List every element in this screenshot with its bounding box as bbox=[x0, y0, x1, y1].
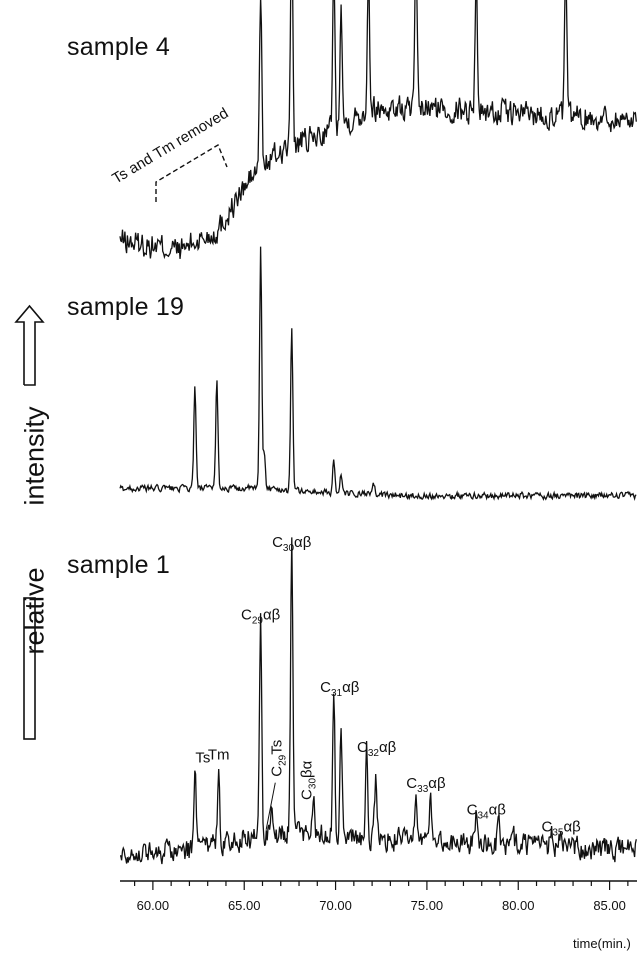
x-tick-label: 75.00 bbox=[411, 898, 444, 913]
sample-1-title: sample 1 bbox=[67, 551, 171, 579]
peak-label: C33αβ bbox=[406, 775, 446, 795]
trace-sample-19 bbox=[119, 246, 637, 501]
peak-label: C29αβ bbox=[241, 606, 281, 626]
peak-label: C30αβ bbox=[272, 534, 312, 554]
x-tick-label: 85.00 bbox=[593, 898, 626, 913]
x-axis: 60.00 65.00 70.00 75.00 80.00 85.00 bbox=[120, 880, 637, 913]
traces-layer bbox=[119, 0, 637, 865]
y-axis-label-relative: relative bbox=[19, 567, 50, 655]
peak-label: C29Ts bbox=[269, 740, 289, 777]
x-tick-label: 70.00 bbox=[319, 898, 352, 913]
peak-label: Ts bbox=[195, 750, 210, 767]
intensity-arrow bbox=[14, 304, 45, 740]
annotation-bracket bbox=[155, 143, 228, 202]
sample-19-title: sample 19 bbox=[67, 293, 185, 321]
x-tick-label: 80.00 bbox=[502, 898, 535, 913]
x-tick-label: 60.00 bbox=[137, 898, 170, 913]
peak-label: C30βα bbox=[299, 760, 319, 800]
annotation-ts-tm-removed: Ts and Tm removed bbox=[109, 105, 231, 188]
c29ts-leader-line bbox=[265, 782, 276, 830]
y-axis-label-intensity: intensity bbox=[19, 406, 50, 506]
peak-label: C31αβ bbox=[320, 679, 360, 699]
x-axis-label: time(min.) bbox=[573, 936, 631, 951]
peak-label: C35αβ bbox=[541, 818, 581, 838]
arrow-shaft bbox=[14, 304, 45, 386]
sample-4-title: sample 4 bbox=[67, 33, 171, 61]
trace-sample-1 bbox=[120, 537, 637, 865]
trace-sample-4 bbox=[119, 0, 637, 260]
peak-label: C32αβ bbox=[357, 739, 397, 759]
peak-label: Tm bbox=[208, 747, 230, 764]
peak-label: C34αβ bbox=[467, 802, 507, 822]
arrow-small-box bbox=[23, 597, 36, 740]
x-tick-label: 65.00 bbox=[228, 898, 261, 913]
